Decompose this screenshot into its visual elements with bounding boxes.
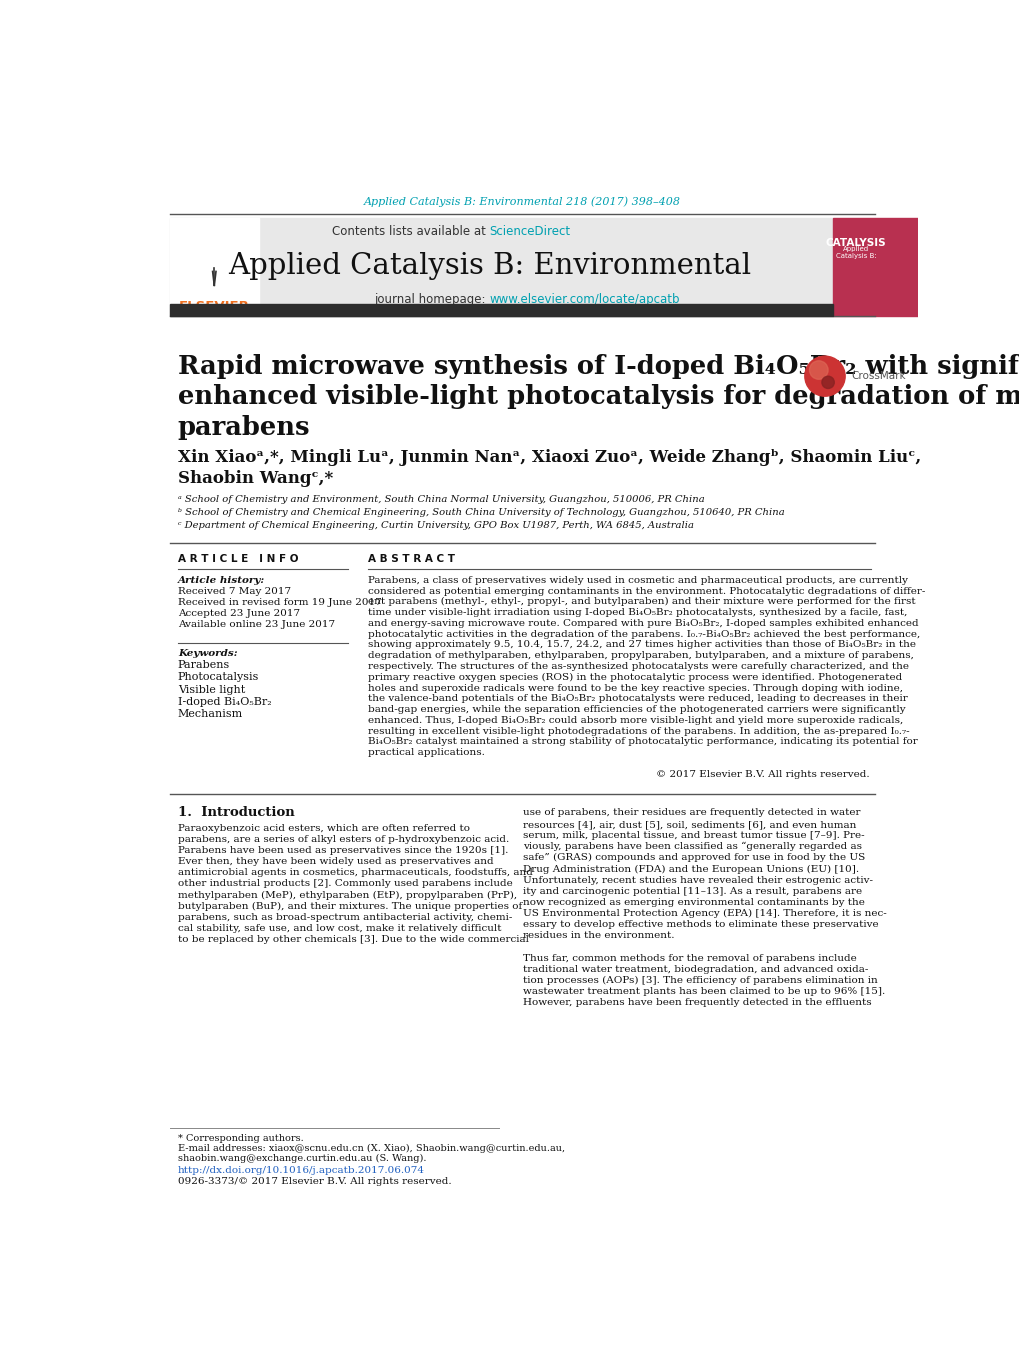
Text: 1.  Introduction: 1. Introduction — [177, 807, 294, 819]
Text: Unfortunately, recent studies have revealed their estrogenic activ-: Unfortunately, recent studies have revea… — [522, 875, 872, 885]
Text: A B S T R A C T: A B S T R A C T — [368, 554, 454, 565]
Text: tion processes (AOPs) [3]. The efficiency of parabens elimination in: tion processes (AOPs) [3]. The efficienc… — [522, 975, 876, 985]
Text: CATALYSIS: CATALYSIS — [824, 238, 886, 249]
Text: ELSEVIER: ELSEVIER — [178, 300, 250, 313]
Text: showing approximately 9.5, 10.4, 15.7, 24.2, and 27 times higher activities than: showing approximately 9.5, 10.4, 15.7, 2… — [368, 640, 915, 650]
Text: ent parabens (methyl-, ethyl-, propyl-, and butylparaben) and their mixture were: ent parabens (methyl-, ethyl-, propyl-, … — [368, 597, 914, 607]
Text: Ever then, they have been widely used as preservatives and: Ever then, they have been widely used as… — [177, 857, 493, 866]
Text: Parabens, a class of preservatives widely used in cosmetic and pharmaceutical pr: Parabens, a class of preservatives widel… — [368, 576, 907, 585]
Text: serum, milk, placental tissue, and breast tumor tissue [7–9]. Pre-: serum, milk, placental tissue, and breas… — [522, 831, 863, 840]
Text: E-mail addresses: xiaox@scnu.edu.cn (X. Xiao), Shaobin.wang@curtin.edu.au,: E-mail addresses: xiaox@scnu.edu.cn (X. … — [177, 1144, 565, 1152]
Text: parabens, are a series of alkyl esters of p-hydroxybenzoic acid.: parabens, are a series of alkyl esters o… — [177, 835, 508, 844]
Text: 0926-3373/© 2017 Elsevier B.V. All rights reserved.: 0926-3373/© 2017 Elsevier B.V. All right… — [177, 1177, 451, 1186]
Text: I-doped Bi₄O₅Br₂: I-doped Bi₄O₅Br₂ — [177, 697, 271, 707]
Text: ᵃ School of Chemistry and Environment, South China Normal University, Guangzhou,: ᵃ School of Chemistry and Environment, S… — [177, 494, 704, 504]
Text: Shaobin Wangᶜ,*: Shaobin Wangᶜ,* — [177, 470, 333, 488]
Text: cal stability, safe use, and low cost, make it relatively difficult: cal stability, safe use, and low cost, m… — [177, 924, 501, 934]
Text: Parabens have been used as preservatives since the 1920s [1].: Parabens have been used as preservatives… — [177, 846, 507, 855]
Text: photocatalytic activities in the degradation of the parabens. I₀.₇-Bi₄O₅Br₂ achi: photocatalytic activities in the degrada… — [368, 630, 919, 639]
Text: use of parabens, their residues are frequently detected in water: use of parabens, their residues are freq… — [522, 808, 859, 817]
Text: Rapid microwave synthesis of I-doped Bi₄O₅Br₂ with significantly: Rapid microwave synthesis of I-doped Bi₄… — [177, 354, 1019, 378]
Text: degradation of methylparaben, ethylparaben, propylparaben, butylparaben, and a m: degradation of methylparaben, ethylparab… — [368, 651, 913, 661]
Text: safe” (GRAS) compounds and approved for use in food by the US: safe” (GRAS) compounds and approved for … — [522, 854, 864, 862]
Text: now recognized as emerging environmental contaminants by the: now recognized as emerging environmental… — [522, 898, 864, 907]
Text: Contents lists available at: Contents lists available at — [331, 224, 489, 238]
Text: to be replaced by other chemicals [3]. Due to the wide commercial: to be replaced by other chemicals [3]. D… — [177, 935, 529, 944]
Text: resulting in excellent visible-light photodegradations of the parabens. In addit: resulting in excellent visible-light pho… — [368, 727, 909, 736]
Text: resources [4], air, dust [5], soil, sediments [6], and even human: resources [4], air, dust [5], soil, sedi… — [522, 820, 855, 828]
Text: practical applications.: practical applications. — [368, 748, 484, 757]
Text: Accepted 23 June 2017: Accepted 23 June 2017 — [177, 609, 300, 617]
Text: Xin Xiaoᵃ,*, Mingli Luᵃ, Junmin Nanᵃ, Xiaoxi Zuoᵃ, Weide Zhangᵇ, Shaomin Liuᶜ,: Xin Xiaoᵃ,*, Mingli Luᵃ, Junmin Nanᵃ, Xi… — [177, 449, 920, 466]
Text: journal homepage:: journal homepage: — [374, 293, 489, 305]
Text: band-gap energies, while the separation efficiencies of the photogenerated carri: band-gap energies, while the separation … — [368, 705, 905, 715]
Text: Keywords:: Keywords: — [177, 648, 237, 658]
Text: holes and superoxide radicals were found to be the key reactive species. Through: holes and superoxide radicals were found… — [368, 684, 902, 693]
Text: butylparaben (BuP), and their mixtures. The unique properties of: butylparaben (BuP), and their mixtures. … — [177, 901, 522, 911]
Text: Received 7 May 2017: Received 7 May 2017 — [177, 588, 290, 596]
Text: www.elsevier.com/locate/apcatb: www.elsevier.com/locate/apcatb — [489, 293, 680, 305]
Text: Paraoxybenzoic acid esters, which are often referred to: Paraoxybenzoic acid esters, which are of… — [177, 824, 470, 832]
Text: essary to develop effective methods to eliminate these preservative: essary to develop effective methods to e… — [522, 920, 877, 929]
Text: and energy-saving microwave route. Compared with pure Bi₄O₅Br₂, I-doped samples : and energy-saving microwave route. Compa… — [368, 619, 917, 628]
Text: © 2017 Elsevier B.V. All rights reserved.: © 2017 Elsevier B.V. All rights reserved… — [655, 770, 869, 778]
Text: ity and carcinogenic potential [11–13]. As a result, parabens are: ity and carcinogenic potential [11–13]. … — [522, 886, 861, 896]
Text: Applied Catalysis B: Environmental: Applied Catalysis B: Environmental — [227, 253, 750, 280]
Text: traditional water treatment, biodegradation, and advanced oxida-: traditional water treatment, biodegradat… — [522, 965, 867, 974]
Text: primary reactive oxygen species (ROS) in the photocatalytic process were identif: primary reactive oxygen species (ROS) in… — [368, 673, 901, 682]
Circle shape — [804, 357, 845, 396]
Text: viously, parabens have been classified as “generally regarded as: viously, parabens have been classified a… — [522, 842, 861, 851]
Text: residues in the environment.: residues in the environment. — [522, 931, 674, 940]
Bar — [170, 304, 832, 316]
Text: ᵇ School of Chemistry and Chemical Engineering, South China University of Techno: ᵇ School of Chemistry and Chemical Engin… — [177, 508, 784, 517]
Text: Article history:: Article history: — [177, 577, 265, 585]
Text: Available online 23 June 2017: Available online 23 June 2017 — [177, 620, 334, 628]
Text: Applied
Catalysis B:: Applied Catalysis B: — [835, 246, 875, 259]
Text: antimicrobial agents in cosmetics, pharmaceuticals, foodstuffs, and: antimicrobial agents in cosmetics, pharm… — [177, 869, 532, 877]
Text: ScienceDirect: ScienceDirect — [489, 224, 570, 238]
Text: * Corresponding authors.: * Corresponding authors. — [177, 1133, 304, 1143]
Text: However, parabens have been frequently detected in the effluents: However, parabens have been frequently d… — [522, 998, 870, 1008]
Text: CrossMark: CrossMark — [851, 372, 905, 381]
Text: parabens: parabens — [177, 415, 310, 440]
Bar — [170, 218, 259, 316]
Text: Visible light: Visible light — [177, 685, 245, 694]
Text: Parabens: Parabens — [177, 659, 230, 670]
Text: wastewater treatment plants has been claimed to be up to 96% [15].: wastewater treatment plants has been cla… — [522, 988, 884, 996]
Circle shape — [821, 376, 834, 389]
Text: Drug Administration (FDA) and the European Unions (EU) [10].: Drug Administration (FDA) and the Europe… — [522, 865, 858, 874]
Text: methylparaben (MeP), ethylparaben (EtP), propylparaben (PrP),: methylparaben (MeP), ethylparaben (EtP),… — [177, 890, 517, 900]
Text: parabens, such as broad-spectrum antibacterial activity, chemi-: parabens, such as broad-spectrum antibac… — [177, 913, 512, 921]
Text: other industrial products [2]. Commonly used parabens include: other industrial products [2]. Commonly … — [177, 880, 513, 889]
Text: US Environmental Protection Agency (EPA) [14]. Therefore, it is nec-: US Environmental Protection Agency (EPA)… — [522, 909, 886, 919]
Text: time under visible-light irradiation using I-doped Bi₄O₅Br₂ photocatalysts, synt: time under visible-light irradiation usi… — [368, 608, 906, 617]
Circle shape — [809, 361, 827, 380]
Text: shaobin.wang@exchange.curtin.edu.au (S. Wang).: shaobin.wang@exchange.curtin.edu.au (S. … — [177, 1154, 426, 1163]
Text: http://dx.doi.org/10.1016/j.apcatb.2017.06.074: http://dx.doi.org/10.1016/j.apcatb.2017.… — [177, 1166, 425, 1175]
Text: Thus far, common methods for the removal of parabens include: Thus far, common methods for the removal… — [522, 954, 856, 963]
Text: enhanced visible-light photocatalysis for degradation of multiple: enhanced visible-light photocatalysis fo… — [177, 385, 1019, 409]
Text: Photocatalysis: Photocatalysis — [177, 673, 259, 682]
Text: the valence-band potentials of the Bi₄O₅Br₂ photocatalysts were reduced, leading: the valence-band potentials of the Bi₄O₅… — [368, 694, 907, 704]
Text: Mechanism: Mechanism — [177, 709, 243, 719]
Text: A R T I C L E   I N F O: A R T I C L E I N F O — [177, 554, 299, 565]
Text: Received in revised form 19 June 2017: Received in revised form 19 June 2017 — [177, 598, 381, 607]
Text: considered as potential emerging contaminants in the environment. Photocatalytic: considered as potential emerging contami… — [368, 586, 924, 596]
Text: enhanced. Thus, I-doped Bi₄O₅Br₂ could absorb more visible-light and yield more : enhanced. Thus, I-doped Bi₄O₅Br₂ could a… — [368, 716, 902, 725]
Bar — [832, 218, 917, 316]
Text: Bi₄O₅Br₂ catalyst maintained a strong stability of photocatalytic performance, i: Bi₄O₅Br₂ catalyst maintained a strong st… — [368, 738, 917, 747]
Text: ᶜ Department of Chemical Engineering, Curtin University, GPO Box U1987, Perth, W: ᶜ Department of Chemical Engineering, Cu… — [177, 521, 693, 530]
Text: respectively. The structures of the as-synthesized photocatalysts were carefully: respectively. The structures of the as-s… — [368, 662, 908, 671]
Text: Applied Catalysis B: Environmental 218 (2017) 398–408: Applied Catalysis B: Environmental 218 (… — [364, 197, 681, 208]
Bar — [170, 218, 832, 316]
